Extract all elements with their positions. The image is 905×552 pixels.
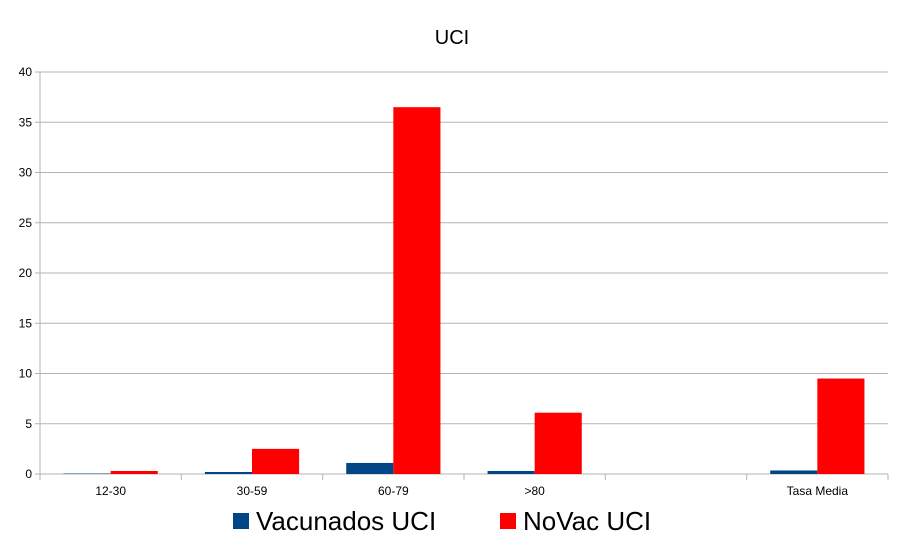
y-tick-label: 10 — [19, 367, 33, 381]
y-tick-label: 5 — [25, 417, 32, 431]
bar-novac-5 — [817, 378, 865, 474]
bar-novac-2 — [393, 107, 441, 475]
x-tick-label: Tasa Media — [787, 484, 849, 498]
bar-novac-0 — [110, 470, 158, 474]
x-tick-label: 30-59 — [237, 484, 268, 498]
y-tick-label: 15 — [19, 316, 33, 330]
legend-label-novac: NoVac UCI — [523, 506, 651, 536]
x-axis-ticks: 12-30 30-59 60-79 >80 Tasa Media — [39, 474, 889, 498]
y-tick-label: 30 — [19, 166, 33, 180]
x-tick-label: >80 — [524, 484, 545, 498]
legend: Vacunados UCI NoVac UCI — [233, 506, 651, 536]
y-tick-label: 20 — [19, 266, 33, 280]
x-tick-label: 60-79 — [378, 484, 409, 498]
bar-novac-1 — [252, 448, 300, 474]
bar-vacunados-0 — [63, 473, 111, 474]
grid-lines — [40, 71, 888, 425]
legend-label-vacunados: Vacunados UCI — [256, 506, 436, 536]
bar-vacunados-5 — [770, 470, 818, 474]
bars — [63, 107, 865, 475]
chart-title: UCI — [435, 27, 469, 49]
legend-swatch-novac — [500, 513, 516, 529]
y-tick-label: 35 — [19, 115, 33, 129]
bar-vacunados-1 — [204, 471, 252, 474]
bar-vacunados-2 — [346, 462, 394, 474]
bar-vacunados-3 — [487, 470, 535, 474]
x-tick-label: 12-30 — [95, 484, 126, 498]
y-tick-label: 40 — [19, 65, 33, 79]
y-axis-ticks: 0 5 10 15 20 25 30 35 40 — [19, 65, 40, 481]
bar-novac-3 — [534, 412, 582, 474]
legend-swatch-vacunados — [233, 513, 249, 529]
y-tick-label: 0 — [25, 467, 32, 481]
y-tick-label: 25 — [19, 216, 33, 230]
